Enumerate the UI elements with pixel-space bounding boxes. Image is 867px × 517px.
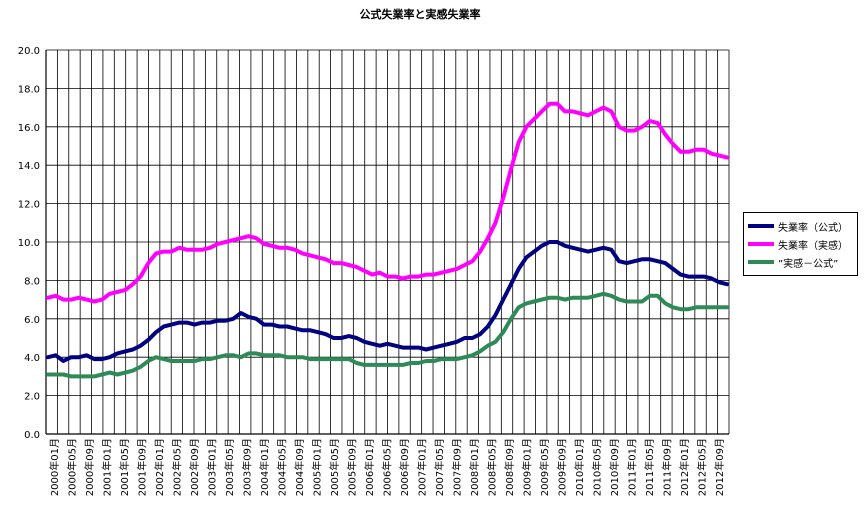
axes <box>45 50 729 435</box>
x-tick-label: 2010年01月 <box>573 438 586 496</box>
legend: 失業率（公式） 失業率（実感） ”実感－公式” <box>743 212 858 276</box>
x-tick-label: 2011年09月 <box>661 438 674 496</box>
y-tick-label: 20.0 <box>18 46 40 57</box>
series-line-2 <box>46 291 729 379</box>
x-tick-label: 2008年09月 <box>503 438 516 496</box>
x-tick-label: 2006年09月 <box>398 438 411 496</box>
x-tick-label: 2001年09月 <box>135 438 148 496</box>
x-tick-label: 2012年01月 <box>678 438 691 496</box>
y-tick-label: 10.0 <box>18 238 40 249</box>
y-tick-label: 2.0 <box>24 392 40 403</box>
legend-label-official: 失業率（公式） <box>778 222 848 234</box>
y-tick-label: 6.0 <box>24 315 40 326</box>
legend-label-difference: ”実感－公式” <box>778 258 839 270</box>
x-tick-label: 2000年01月 <box>48 438 61 496</box>
y-tick-label: 4.0 <box>24 353 40 364</box>
x-tick-label: 2011年01月 <box>626 438 639 496</box>
x-tick-label: 2004年09月 <box>293 438 306 496</box>
x-tick-label: 2009年05月 <box>538 438 551 496</box>
x-tick-label: 2012年09月 <box>713 438 726 496</box>
chart-title: 公式失業率と実感失業率 <box>359 8 481 21</box>
y-tick-labels: 0.0 2.0 4.0 6.0 8.0 10.0 12.0 14.0 16.0 18.0 20.0 <box>18 46 40 441</box>
x-tick-label: 2001年01月 <box>100 438 113 496</box>
x-tick-label: 2003年09月 <box>240 438 253 496</box>
x-tick-label: 2006年01月 <box>363 438 376 496</box>
x-tick-label: 2009年09月 <box>556 438 569 496</box>
x-tick-label: 2002年09月 <box>188 438 201 496</box>
y-tick-label: 16.0 <box>18 123 40 134</box>
y-tick-label: 18.0 <box>18 84 40 95</box>
x-tick-labels: 2000年01月 2000年05月 2000年09月 2001年01月 2001年05月… <box>48 438 726 496</box>
y-tick-label: 8.0 <box>24 276 40 287</box>
x-tick-label: 2004年01月 <box>258 438 271 496</box>
x-tick-label: 2007年05月 <box>433 438 446 496</box>
series-line-0 <box>46 240 729 363</box>
x-tick-label: 2008年01月 <box>468 438 481 496</box>
x-tick-label: 2003年05月 <box>223 438 236 496</box>
x-tick-label: 2012年05月 <box>696 438 709 496</box>
legend-item-official: 失業率（公式） <box>748 219 848 234</box>
x-tick-label: 2011年05月 <box>643 438 656 496</box>
y-tick-label: 14.0 <box>18 161 40 172</box>
legend-swatch-difference <box>748 260 774 264</box>
x-tick-label: 2007年01月 <box>416 438 429 496</box>
x-tick-label: 2005年05月 <box>328 438 341 496</box>
legend-swatch-perceived <box>748 242 774 246</box>
x-tick-label: 2004年05月 <box>275 438 288 496</box>
legend-label-perceived: 失業率（実感） <box>778 240 848 252</box>
series-line-1 <box>46 101 729 304</box>
x-tick-label: 2005年09月 <box>345 438 358 496</box>
x-tick-label: 2002年05月 <box>170 438 183 496</box>
x-tick-label: 2006年05月 <box>381 438 394 496</box>
y-tick-label: 0.0 <box>24 430 40 441</box>
x-tick-label: 2009年01月 <box>521 438 534 496</box>
x-tick-label: 2003年01月 <box>205 438 218 496</box>
x-tick-label: 2001年05月 <box>118 438 131 496</box>
y-tick-label: 12.0 <box>18 200 40 211</box>
plot-grid <box>45 49 730 435</box>
x-tick-label: 2000年05月 <box>65 438 78 496</box>
x-tick-label: 2007年09月 <box>451 438 464 496</box>
x-tick-label: 2000年09月 <box>83 438 96 496</box>
legend-item-perceived: 失業率（実感） <box>748 237 848 252</box>
series-lines <box>46 101 729 379</box>
legend-swatch-official <box>748 224 774 228</box>
x-tick-label: 2008年05月 <box>486 438 499 496</box>
legend-item-difference: ”実感－公式” <box>748 255 839 270</box>
x-tick-label: 2010年09月 <box>608 438 621 496</box>
x-tick-label: 2005年01月 <box>310 438 323 496</box>
x-tick-label: 2002年01月 <box>153 438 166 496</box>
x-tick-label: 2010年05月 <box>591 438 604 496</box>
